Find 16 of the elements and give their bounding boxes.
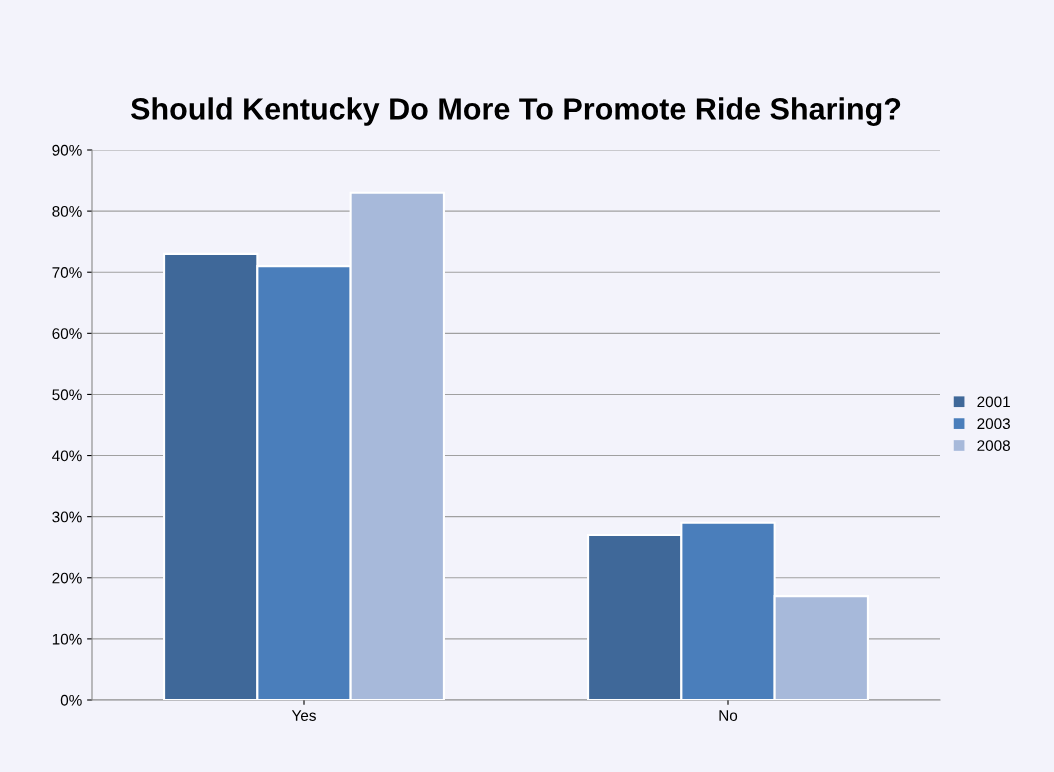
legend-label: 2001 [977, 396, 1010, 408]
y-tick-label: 10% [52, 633, 82, 645]
y-tick-label: 0% [60, 694, 82, 706]
chart-title: Should Kentucky Do More To Promote Ride Sharing? [130, 97, 901, 126]
y-tick-label: 20% [52, 572, 82, 584]
x-tick-label: Yes [291, 710, 316, 721]
y-tick-label: 30% [52, 511, 82, 523]
y-tick-label: 50% [52, 389, 82, 401]
y-tick-label: 60% [52, 328, 82, 340]
y-tick-label: 40% [52, 450, 82, 462]
legend-label: 2008 [977, 440, 1010, 451]
y-tick-label: 90% [52, 144, 82, 156]
y-tick-label: 70% [52, 267, 82, 278]
y-tick-label: 80% [52, 205, 82, 217]
x-tick-label: No [719, 710, 738, 721]
legend-label: 2003 [977, 418, 1010, 430]
